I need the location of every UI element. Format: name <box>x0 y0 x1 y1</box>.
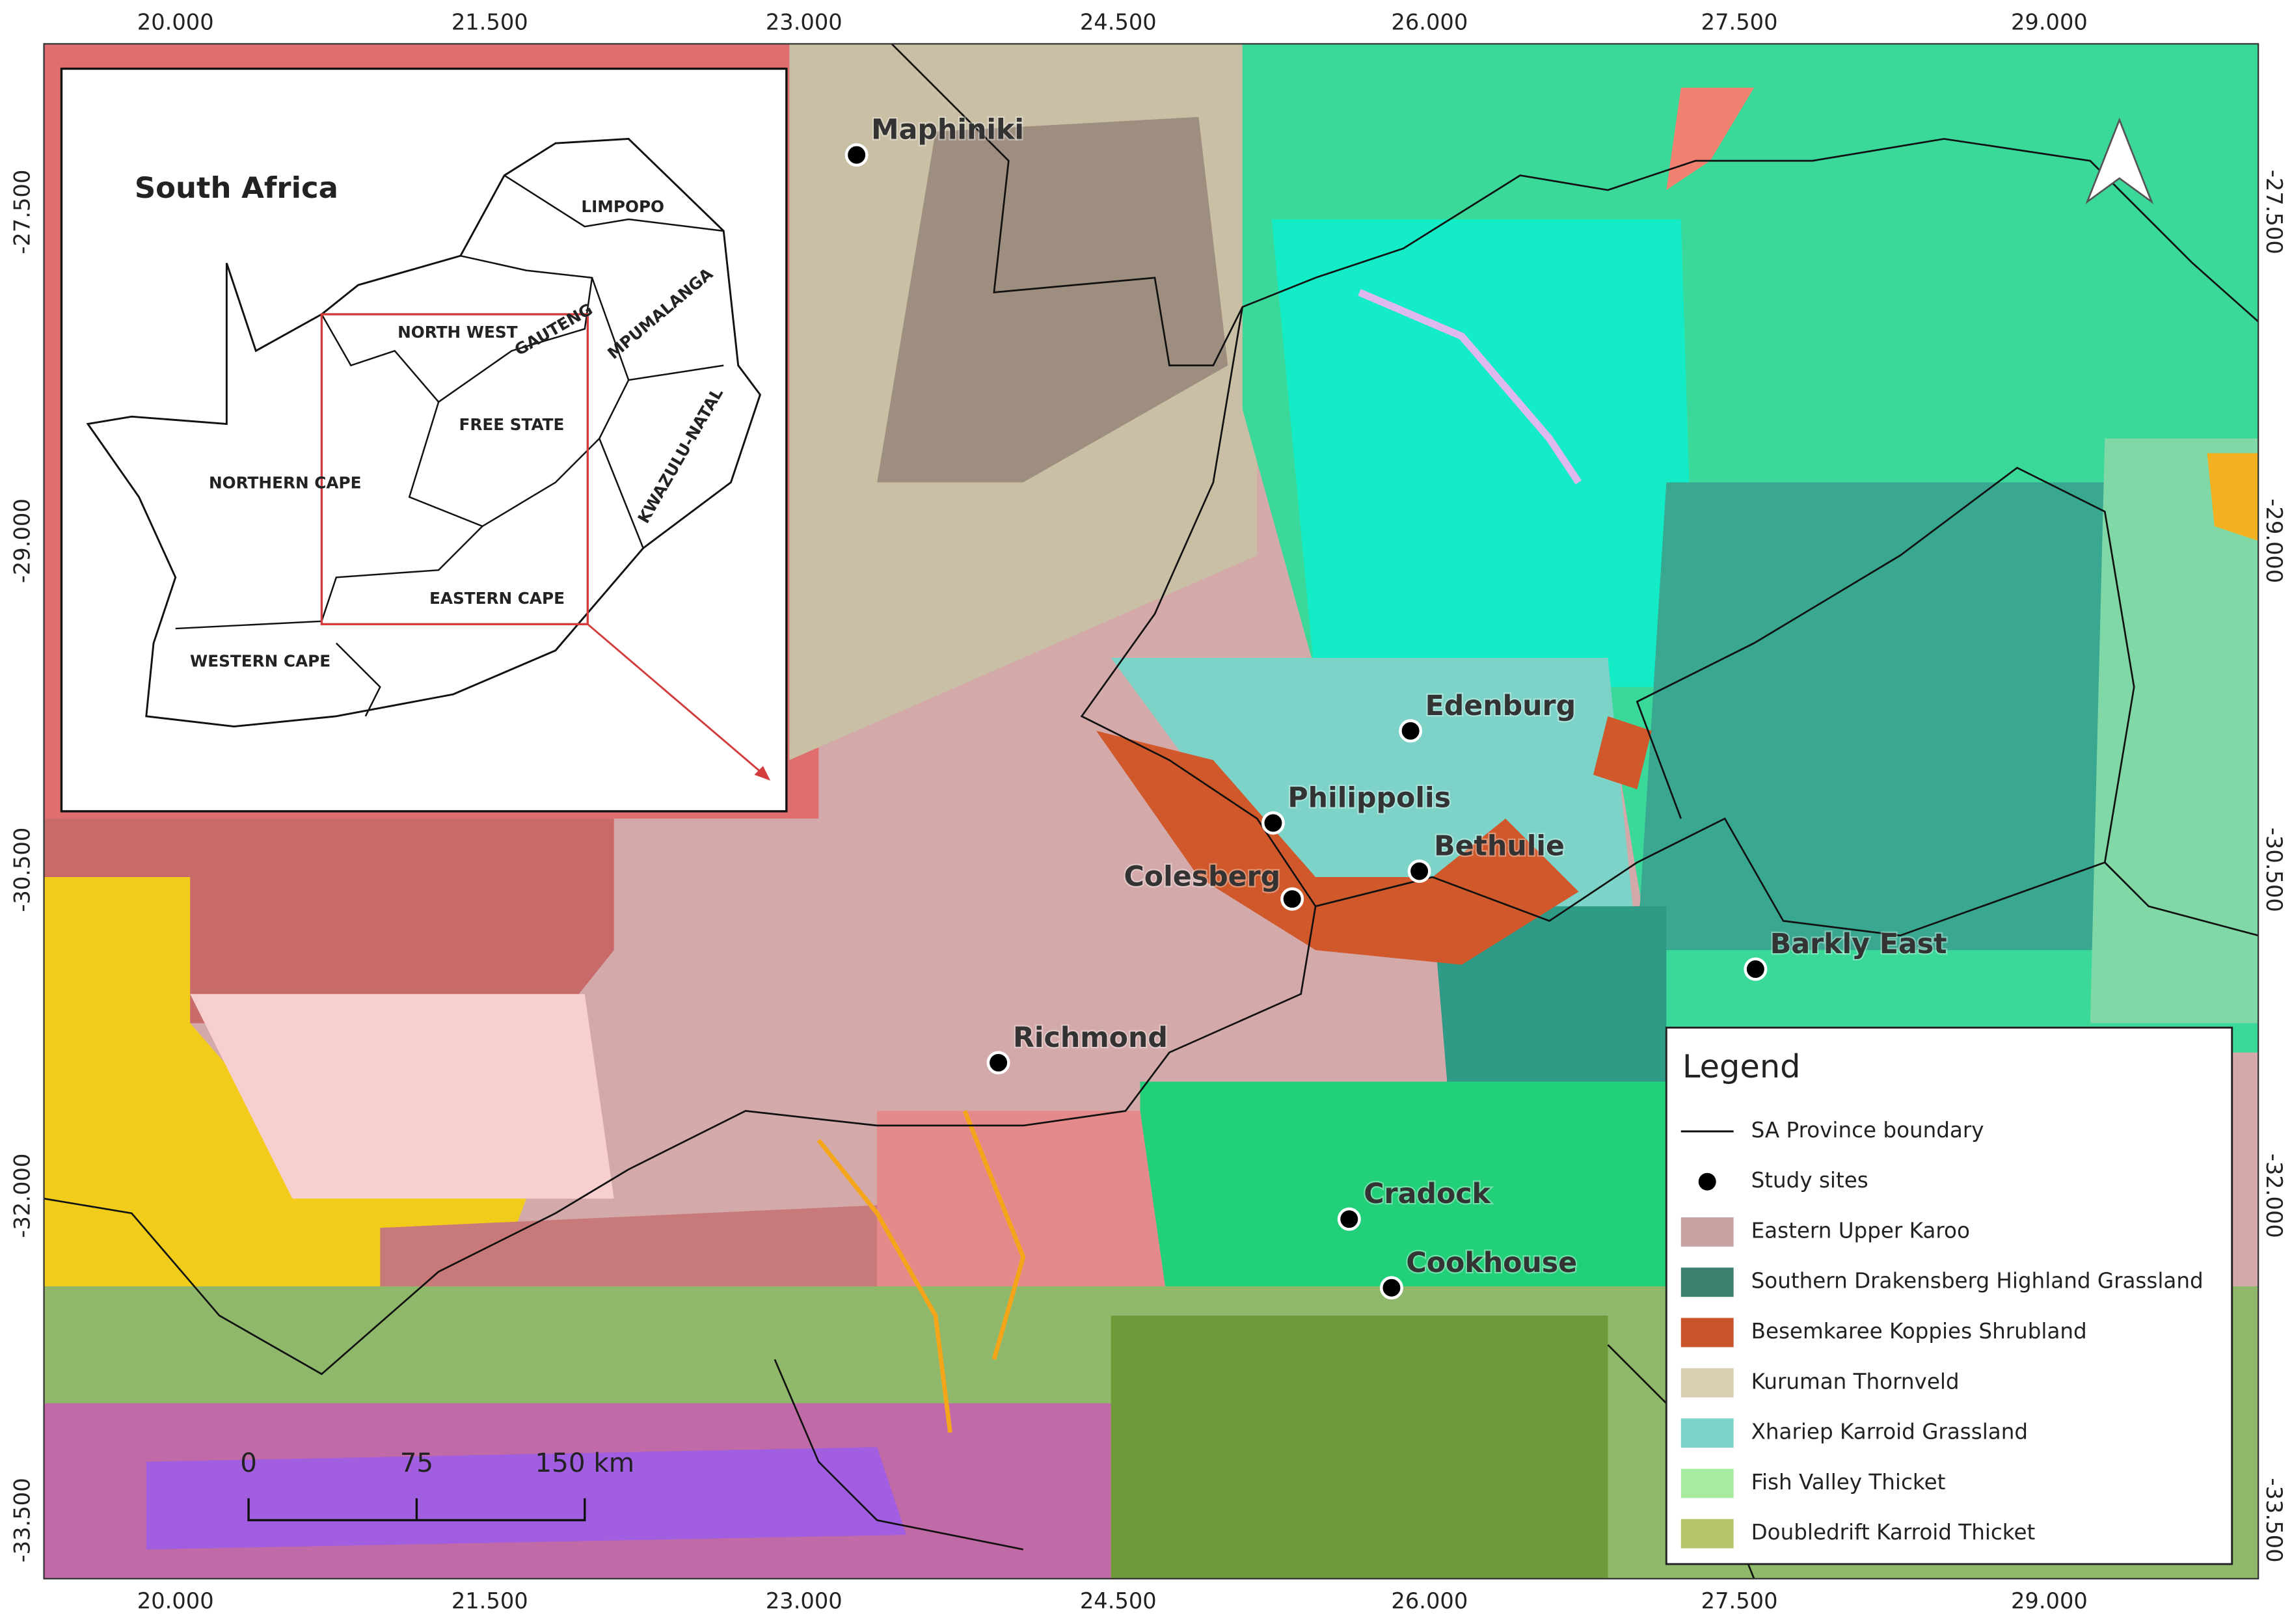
site-label: Colesberg <box>1124 861 1281 893</box>
x-tick-label: 29.000 <box>2011 1588 2088 1614</box>
site-label: Cradock <box>1364 1178 1491 1210</box>
site-label: Bethulie <box>1434 830 1565 863</box>
legend-label: Besemkaree Koppies Shrubland <box>1751 1319 2087 1344</box>
site-label: Edenburg <box>1425 690 1576 722</box>
province-label: WESTERN CAPE <box>190 652 330 671</box>
legend <box>1665 1026 2233 1565</box>
map-background <box>44 44 2259 1579</box>
y-tick-label: -30.500 <box>10 828 35 912</box>
y-tick-label: -32.000 <box>10 1154 35 1238</box>
legend-label: Kuruman Thornveld <box>1751 1369 1960 1394</box>
legend-label: SA Province boundary <box>1751 1118 1984 1143</box>
north-arrow <box>2085 117 2154 204</box>
map-frame <box>43 43 2259 1580</box>
legend-label: Study sites <box>1751 1168 1868 1193</box>
site-label: Cookhouse <box>1406 1247 1577 1279</box>
study-site <box>1280 887 1304 911</box>
province-label: EASTERN CAPE <box>429 589 565 608</box>
x-tick-label: 21.500 <box>452 1588 528 1614</box>
y-tick-label: -29.000 <box>10 498 35 583</box>
scale-label: 150 km <box>535 1447 634 1478</box>
study-site <box>1744 957 1768 981</box>
y-tick-label: -32.000 <box>2261 1154 2287 1238</box>
x-tick-label: 24.500 <box>1080 1588 1157 1614</box>
scale-label: 75 <box>400 1447 433 1478</box>
x-tick-label: 27.500 <box>1701 9 1778 34</box>
y-tick-label: -33.500 <box>10 1478 35 1562</box>
x-tick-label: 26.000 <box>1391 1588 1468 1614</box>
site-label: Philippolis <box>1288 781 1451 814</box>
legend-label: Eastern Upper Karoo <box>1751 1218 1970 1243</box>
x-tick-label: 20.000 <box>137 1588 214 1614</box>
legend-label: Southern Drakensberg Highland Grassland <box>1751 1269 2204 1293</box>
site-label: Maphiniki <box>871 114 1024 146</box>
x-tick-label: 21.500 <box>452 9 528 34</box>
y-tick-label: -29.000 <box>2261 498 2287 583</box>
province-label: NORTH WEST <box>398 323 518 342</box>
inset-title: South Africa <box>135 170 338 205</box>
y-tick-label: -27.500 <box>10 170 35 254</box>
legend-swatch <box>1680 1318 1734 1347</box>
province-label: NORTHERN CAPE <box>209 474 362 493</box>
x-tick-label: 23.000 <box>766 1588 843 1614</box>
legend-dot <box>1698 1172 1716 1191</box>
x-tick-label: 23.000 <box>766 9 843 34</box>
study-site <box>1261 811 1285 835</box>
legend-swatch <box>1680 1368 1734 1398</box>
scale-bar <box>247 1498 586 1522</box>
legend-swatch <box>1680 1217 1734 1247</box>
province-label: FREE STATE <box>459 415 565 434</box>
x-tick-label: 24.500 <box>1080 9 1157 34</box>
legend-swatch <box>1680 1468 1734 1498</box>
x-tick-label: 27.500 <box>1701 1588 1778 1614</box>
study-site <box>1399 719 1423 743</box>
scale-label: 0 <box>240 1447 257 1478</box>
province-label: LIMPOPO <box>581 197 664 216</box>
x-tick-label: 20.000 <box>137 9 214 34</box>
legend-swatch <box>1680 1267 1734 1297</box>
legend-swatch <box>1680 1418 1734 1448</box>
y-tick-label: -33.500 <box>2261 1478 2287 1562</box>
inset <box>60 67 788 813</box>
province-boundaries <box>44 43 2259 1579</box>
study-site <box>1337 1207 1361 1231</box>
legend-swatch <box>1680 1519 1734 1549</box>
legend-title: Legend <box>1682 1048 1801 1085</box>
site-label: Barkly East <box>1770 928 1947 960</box>
x-tick-label: 29.000 <box>2011 9 2088 34</box>
site-label: Richmond <box>1013 1022 1168 1054</box>
y-tick-label: -30.500 <box>2261 828 2287 912</box>
study-site <box>844 143 869 167</box>
study-site <box>1379 1276 1403 1300</box>
legend-label: Doubledrift Karroid Thicket <box>1751 1520 2036 1545</box>
legend-label: Xhariep Karroid Grassland <box>1751 1420 2028 1444</box>
study-site <box>986 1051 1010 1075</box>
study-site <box>1407 859 1431 883</box>
y-tick-label: -27.500 <box>2261 170 2287 254</box>
legend-label: Fish Valley Thicket <box>1751 1470 1946 1495</box>
x-tick-label: 26.000 <box>1391 9 1468 34</box>
